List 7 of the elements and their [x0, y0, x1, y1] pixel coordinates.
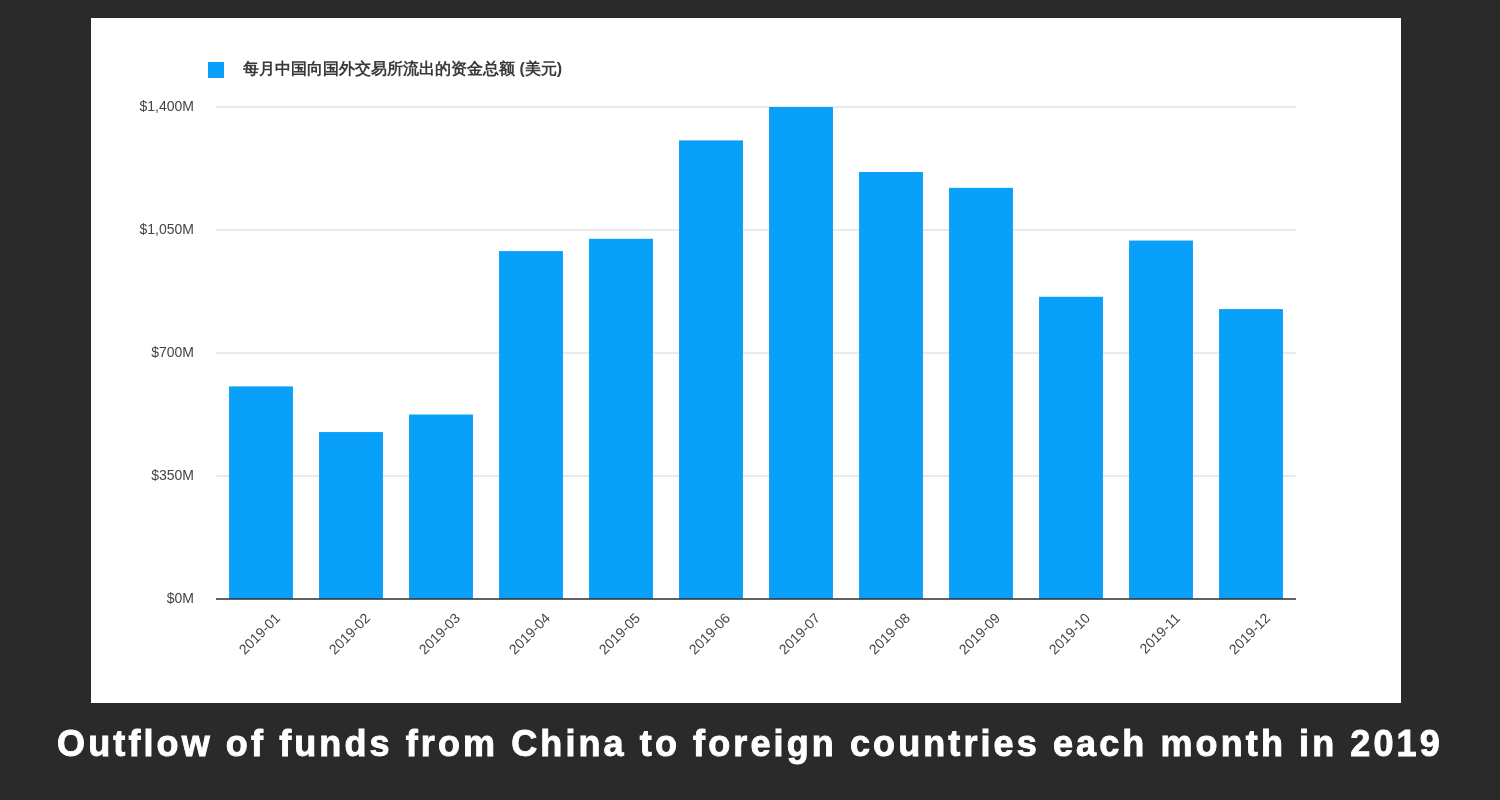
title: Outflow of funds from China to foreign countries each month in 2019 — [57, 722, 1443, 764]
y-tick-label: $350M — [151, 466, 194, 483]
y-tick-label: $1,400M — [139, 97, 194, 114]
legend-label: 每月中国向国外交易所流出的资金总额 (美元) — [243, 60, 563, 78]
y-tick-label: $0M — [166, 589, 194, 606]
y-tick-label: $700M — [151, 343, 194, 360]
y-tick-label: $1,050M — [139, 220, 194, 237]
